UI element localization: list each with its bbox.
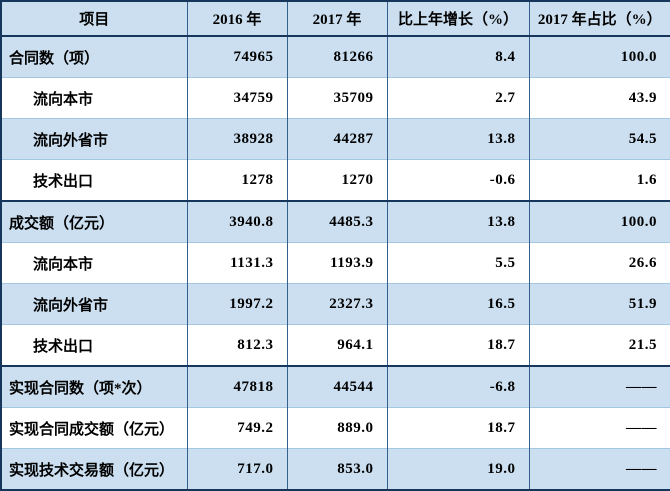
cell-growth-pct: 16.5 [386,283,529,325]
column-header-growth: 比上年增长（%） [386,1,529,37]
cell-growth-pct: -0.6 [386,159,529,201]
cell-share-pct: 54.5 [528,118,670,160]
cell-growth-pct: 18.7 [386,407,529,449]
cell-2016-value: 812.3 [186,324,287,366]
table-row: 实现合同数（项*次） 47818 44544 -6.8 —— [1,365,670,408]
cell-share-pct: 1.6 [528,159,670,201]
cell-share-pct: 26.6 [528,242,670,284]
row-label: 流向本市 [1,242,187,284]
table-row: 技术出口 812.3 964.1 18.7 21.5 [1,324,670,366]
cell-2017-value: 81266 [286,35,387,78]
row-label: 实现合同数（项*次） [1,365,187,408]
column-header-2016: 2016 年 [186,1,287,37]
cell-2016-value: 3940.8 [186,200,287,243]
cell-2016-value: 1131.3 [186,242,287,284]
cell-share-pct: —— [528,448,670,490]
cell-2016-value: 1278 [186,159,287,201]
row-label: 实现技术交易额（亿元） [1,448,187,490]
cell-2016-value: 47818 [186,365,287,408]
cell-2016-value: 74965 [186,35,287,78]
cell-2016-value: 749.2 [186,407,287,449]
cell-growth-pct: -6.8 [386,365,529,408]
cell-growth-pct: 8.4 [386,35,529,78]
column-header-2017: 2017 年 [286,1,387,37]
row-label: 合同数（项） [1,35,187,78]
cell-share-pct: —— [528,365,670,408]
cell-share-pct: 43.9 [528,77,670,119]
cell-2017-value: 1270 [286,159,387,201]
cell-2016-value: 717.0 [186,448,287,490]
cell-2017-value: 35709 [286,77,387,119]
table-row: 实现技术交易额（亿元） 717.0 853.0 19.0 —— [1,448,670,490]
cell-share-pct: 100.0 [528,200,670,243]
row-label: 流向外省市 [1,118,187,160]
header-row: 项目 2016 年 2017 年 比上年增长（%） 2017 年占比（%） [1,1,670,37]
table-row: 合同数（项） 74965 81266 8.4 100.0 [1,35,670,78]
cell-2016-value: 1997.2 [186,283,287,325]
cell-2016-value: 38928 [186,118,287,160]
cell-2017-value: 2327.3 [286,283,387,325]
column-header-item: 项目 [1,1,187,37]
cell-2017-value: 889.0 [286,407,387,449]
row-label: 流向本市 [1,77,187,119]
column-header-share: 2017 年占比（%） [528,1,670,37]
table-row: 实现合同成交额（亿元） 749.2 889.0 18.7 —— [1,407,670,449]
cell-share-pct: 100.0 [528,35,670,78]
cell-2017-value: 4485.3 [286,200,387,243]
cell-growth-pct: 13.8 [386,118,529,160]
row-label: 成交额（亿元） [1,200,187,243]
cell-share-pct: 51.9 [528,283,670,325]
table-row: 技术出口 1278 1270 -0.6 1.6 [1,159,670,201]
row-label: 技术出口 [1,159,187,201]
row-label: 流向外省市 [1,283,187,325]
cell-2016-value: 34759 [186,77,287,119]
cell-2017-value: 853.0 [286,448,387,490]
cell-2017-value: 964.1 [286,324,387,366]
cell-growth-pct: 18.7 [386,324,529,366]
row-label: 技术出口 [1,324,187,366]
cell-growth-pct: 19.0 [386,448,529,490]
cell-2017-value: 1193.9 [286,242,387,284]
cell-growth-pct: 5.5 [386,242,529,284]
cell-share-pct: —— [528,407,670,449]
cell-growth-pct: 13.8 [386,200,529,243]
table-row: 流向本市 1131.3 1193.9 5.5 26.6 [1,242,670,284]
cell-share-pct: 21.5 [528,324,670,366]
table-row: 流向外省市 38928 44287 13.8 54.5 [1,118,670,160]
table-row: 流向外省市 1997.2 2327.3 16.5 51.9 [1,283,670,325]
table-row: 流向本市 34759 35709 2.7 43.9 [1,77,670,119]
cell-growth-pct: 2.7 [386,77,529,119]
cell-2017-value: 44287 [286,118,387,160]
row-label: 实现合同成交额（亿元） [1,407,187,449]
cell-2017-value: 44544 [286,365,387,408]
table-row: 成交额（亿元） 3940.8 4485.3 13.8 100.0 [1,200,670,243]
